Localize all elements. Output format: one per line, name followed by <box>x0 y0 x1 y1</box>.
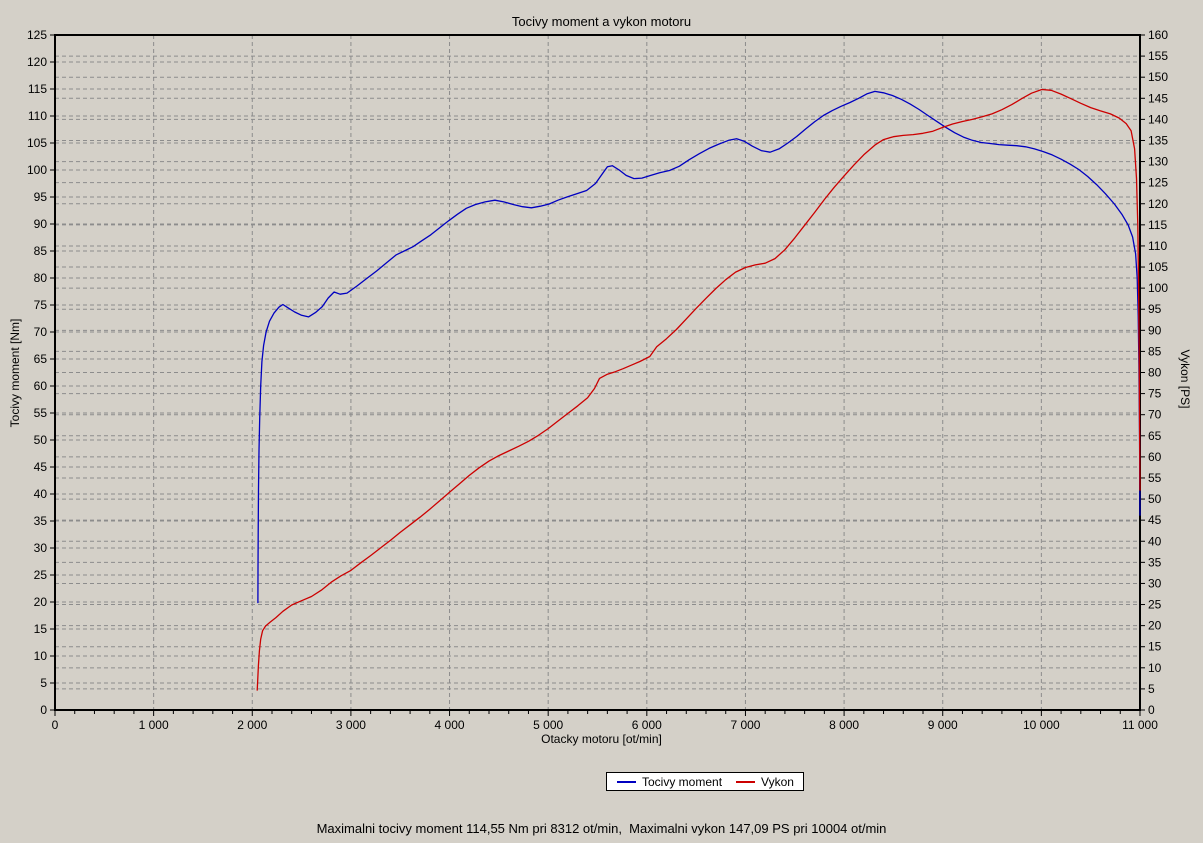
x-axis-title: Otacky motoru [ot/min] <box>541 732 662 746</box>
svg-text:35: 35 <box>1148 555 1162 569</box>
svg-text:0: 0 <box>52 718 59 732</box>
svg-text:15: 15 <box>1148 640 1162 654</box>
svg-text:90: 90 <box>1148 323 1162 337</box>
svg-text:9 000: 9 000 <box>928 718 958 732</box>
svg-text:45: 45 <box>34 460 48 474</box>
svg-text:70: 70 <box>34 325 48 339</box>
svg-text:25: 25 <box>1148 598 1162 612</box>
torque-line-swatch-icon <box>617 780 636 783</box>
svg-text:80: 80 <box>34 271 48 285</box>
svg-text:160: 160 <box>1148 28 1168 42</box>
svg-text:155: 155 <box>1148 49 1168 63</box>
svg-text:5 000: 5 000 <box>533 718 563 732</box>
svg-text:60: 60 <box>1148 450 1162 464</box>
svg-text:100: 100 <box>27 163 47 177</box>
svg-text:85: 85 <box>1148 344 1162 358</box>
svg-text:150: 150 <box>1148 70 1168 84</box>
maxima-status-text: Maximalni tocivy moment 114,55 Nm pri 83… <box>316 821 887 836</box>
svg-text:10 000: 10 000 <box>1023 718 1060 732</box>
y-axis-title-left: Tocivy moment [Nm] <box>8 318 22 428</box>
svg-text:4 000: 4 000 <box>435 718 465 732</box>
svg-text:35: 35 <box>34 514 48 528</box>
y-axis-title-right: Vykon [PS] <box>1178 349 1192 409</box>
svg-text:110: 110 <box>1148 239 1167 253</box>
svg-text:20: 20 <box>34 595 48 609</box>
svg-text:30: 30 <box>1148 576 1162 590</box>
svg-text:110: 110 <box>28 109 47 123</box>
svg-text:0: 0 <box>40 703 47 717</box>
svg-text:2 000: 2 000 <box>237 718 267 732</box>
svg-text:3 000: 3 000 <box>336 718 366 732</box>
svg-text:105: 105 <box>1148 260 1168 274</box>
svg-text:11 000: 11 000 <box>1122 718 1158 732</box>
svg-text:55: 55 <box>34 406 48 420</box>
legend-label-torque: Tocivy moment <box>642 774 723 789</box>
chart-title: Tocivy moment a vykon motoru <box>511 14 692 29</box>
svg-text:75: 75 <box>1148 387 1162 401</box>
svg-text:120: 120 <box>1148 197 1168 211</box>
svg-text:75: 75 <box>34 298 48 312</box>
svg-text:20: 20 <box>1148 619 1162 633</box>
svg-text:25: 25 <box>34 568 48 582</box>
svg-text:65: 65 <box>1148 429 1162 443</box>
svg-text:55: 55 <box>1148 471 1162 485</box>
svg-text:135: 135 <box>1148 133 1168 147</box>
svg-text:105: 105 <box>27 136 47 150</box>
svg-text:7 000: 7 000 <box>730 718 760 732</box>
svg-text:50: 50 <box>34 433 48 447</box>
svg-text:95: 95 <box>1148 302 1162 316</box>
svg-text:15: 15 <box>34 622 48 636</box>
svg-text:1 000: 1 000 <box>139 718 169 732</box>
svg-text:115: 115 <box>28 82 47 96</box>
svg-text:80: 80 <box>1148 366 1162 380</box>
svg-text:90: 90 <box>34 217 48 231</box>
svg-text:8 000: 8 000 <box>829 718 859 732</box>
svg-text:95: 95 <box>34 190 48 204</box>
series-line-torque <box>257 90 1141 604</box>
svg-text:5: 5 <box>1148 682 1155 696</box>
legend-item-torque: Tocivy moment <box>617 775 722 789</box>
svg-text:125: 125 <box>1148 176 1168 190</box>
svg-text:115: 115 <box>1148 218 1167 232</box>
svg-text:10: 10 <box>34 649 48 663</box>
series-line-power <box>256 88 1141 691</box>
svg-text:30: 30 <box>34 541 48 555</box>
svg-text:140: 140 <box>1148 112 1168 126</box>
legend-label-power: Vykon <box>761 774 794 789</box>
chart-legend: Tocivy moment Vykon <box>606 772 804 791</box>
svg-text:6 000: 6 000 <box>632 718 662 732</box>
svg-text:5: 5 <box>40 676 47 690</box>
svg-text:60: 60 <box>34 379 48 393</box>
svg-text:120: 120 <box>27 55 47 69</box>
svg-text:65: 65 <box>34 352 48 366</box>
svg-text:125: 125 <box>27 28 47 42</box>
svg-text:40: 40 <box>34 487 48 501</box>
svg-text:0: 0 <box>1148 703 1155 717</box>
legend-item-power: Vykon <box>736 775 794 789</box>
svg-text:130: 130 <box>1148 155 1168 169</box>
svg-text:40: 40 <box>1148 534 1162 548</box>
svg-text:45: 45 <box>1148 513 1162 527</box>
svg-text:50: 50 <box>1148 492 1162 506</box>
svg-text:100: 100 <box>1148 281 1168 295</box>
svg-text:85: 85 <box>34 244 48 258</box>
svg-text:70: 70 <box>1148 408 1162 422</box>
svg-text:10: 10 <box>1148 661 1162 675</box>
power-line-swatch-icon <box>736 780 756 783</box>
svg-text:145: 145 <box>1148 91 1168 105</box>
